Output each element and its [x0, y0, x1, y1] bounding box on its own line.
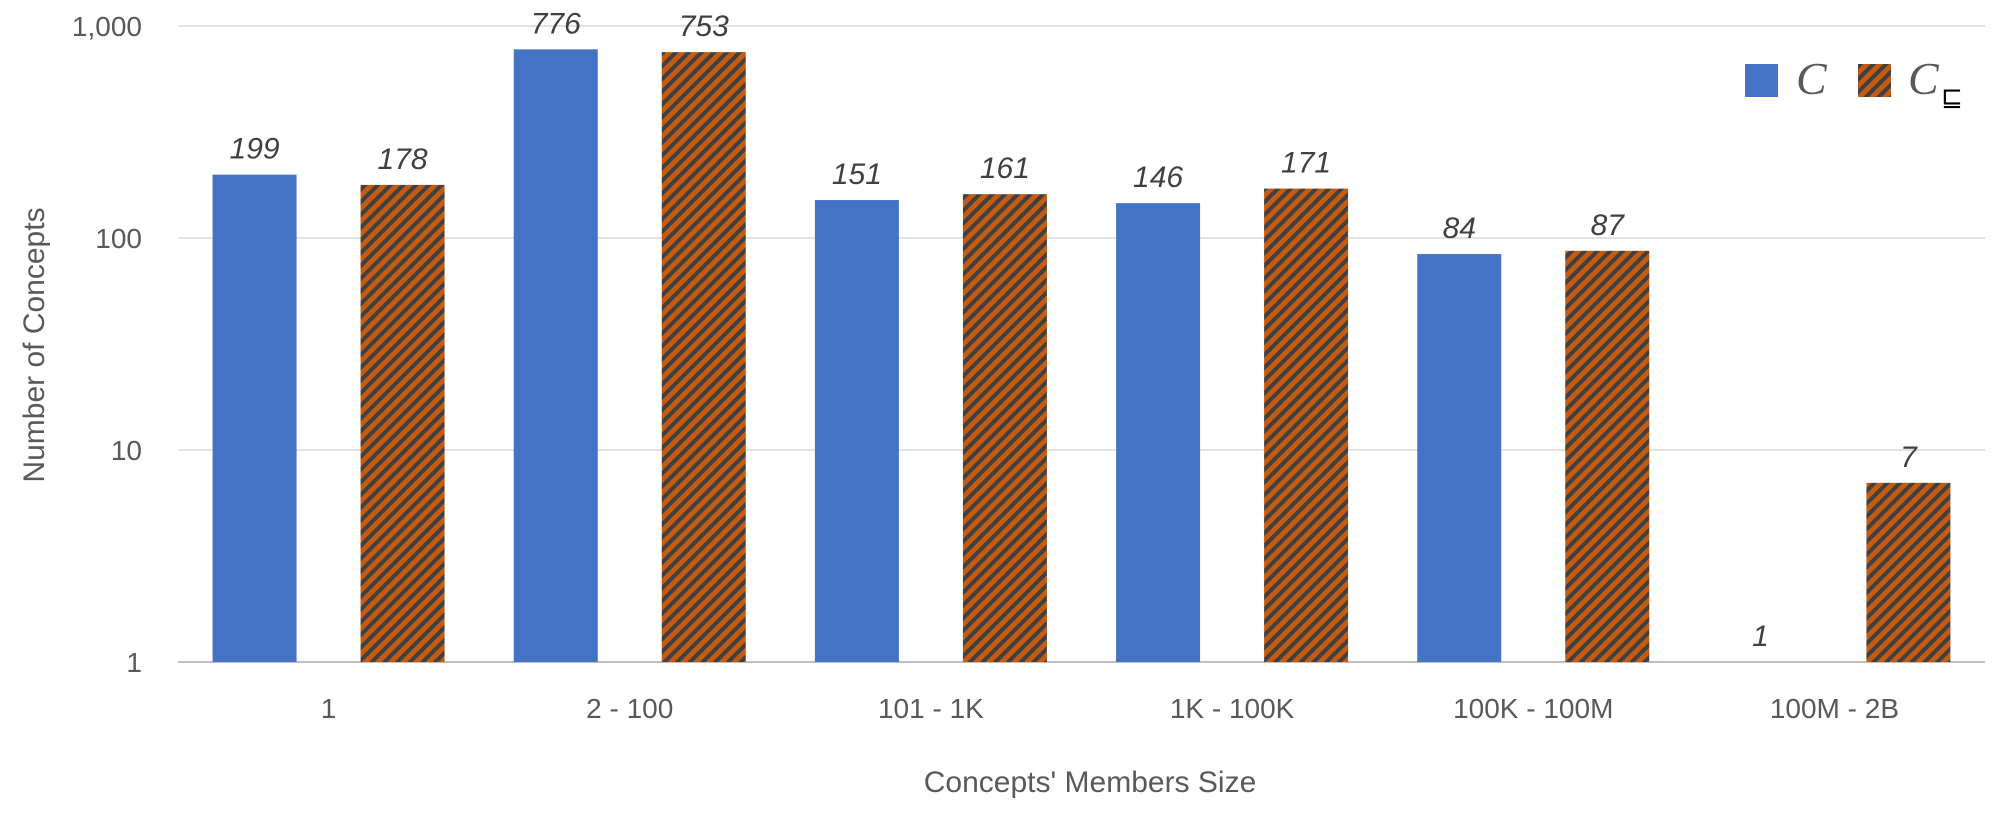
data-label: 161 [980, 152, 1030, 185]
bar-c [212, 174, 297, 663]
bar-c [1417, 254, 1502, 662]
legend-label-c-sub: C [1908, 53, 1940, 104]
data-label: 753 [679, 10, 729, 43]
data-label: 171 [1281, 147, 1331, 180]
bar-c-sub [1565, 250, 1650, 663]
y-tick-label: 1 [126, 647, 142, 678]
bar-c [513, 49, 598, 663]
gridlines [178, 25, 1985, 663]
y-axis-title: Number of Concepts [18, 207, 51, 482]
legend-label-c: C [1796, 53, 1828, 104]
data-label: 776 [531, 7, 581, 40]
x-axis-title: Concepts' Members Size [924, 766, 1257, 799]
tick-labels: 1 10 100 1,000 1 2 - 100 101 - 1K 1K - 100K 100K… [72, 11, 1899, 724]
bar-c [1116, 203, 1201, 662]
data-label: 84 [1443, 212, 1476, 245]
y-tick-label: 1,000 [72, 11, 142, 42]
bar-c-sub [962, 194, 1047, 663]
bars [212, 49, 1951, 663]
data-labels: 199 178 776 753 151 161 146 171 84 87 1 7 [230, 7, 1919, 653]
legend-swatch-c [1745, 64, 1778, 97]
data-label: 1 [1752, 620, 1769, 653]
bar-c [814, 200, 899, 662]
bar-c-sub [1866, 482, 1951, 662]
y-tick-label: 100 [95, 223, 142, 254]
x-tick-label: 100M - 2B [1770, 693, 1899, 724]
data-label: 87 [1591, 209, 1626, 242]
legend-swatch-c-sub [1858, 64, 1891, 97]
data-label: 146 [1133, 161, 1183, 194]
data-label: 7 [1900, 441, 1918, 474]
x-tick-label: 1 [321, 693, 337, 724]
data-label: 151 [832, 158, 882, 191]
x-tick-label: 100K - 100M [1453, 693, 1613, 724]
bar-c-sub [661, 52, 746, 663]
x-tick-label: 1K - 100K [1170, 693, 1295, 724]
x-tick-label: 101 - 1K [878, 693, 984, 724]
legend-label-c-sub-subscript: ⊑ [1941, 83, 1963, 113]
y-tick-label: 10 [111, 435, 142, 466]
x-tick-label: 2 - 100 [586, 693, 673, 724]
bar-c-sub [360, 184, 445, 663]
legend: C C ⊑ [1745, 53, 1963, 113]
bar-c-sub [1264, 188, 1349, 662]
data-label: 178 [378, 143, 428, 176]
data-label: 199 [230, 133, 280, 166]
